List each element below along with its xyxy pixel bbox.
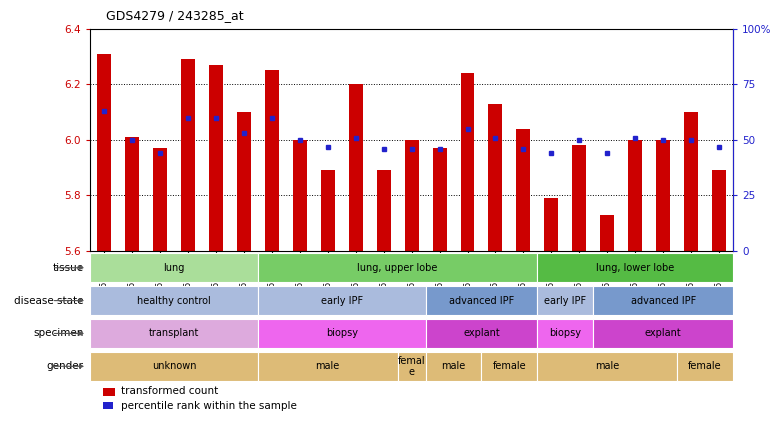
Text: biopsy: biopsy — [325, 329, 358, 338]
Text: early IPF: early IPF — [544, 296, 586, 305]
Text: specimen: specimen — [34, 329, 84, 338]
Bar — [593, 319, 733, 348]
Bar — [433, 148, 447, 251]
Bar — [405, 140, 419, 251]
Text: male: male — [595, 361, 619, 371]
Text: healthy control: healthy control — [137, 296, 211, 305]
Bar — [90, 352, 258, 381]
Text: female: female — [492, 361, 526, 371]
Bar — [258, 319, 426, 348]
Text: lung, upper lobe: lung, upper lobe — [358, 263, 437, 273]
Bar — [376, 170, 390, 251]
Bar — [181, 59, 195, 251]
Bar — [237, 112, 251, 251]
Bar — [517, 129, 531, 251]
Bar — [103, 388, 114, 396]
Bar — [258, 253, 537, 282]
Bar — [258, 352, 397, 381]
Bar — [656, 140, 670, 251]
Text: transformed count: transformed count — [121, 386, 218, 396]
Bar — [426, 286, 537, 315]
Bar — [90, 319, 258, 348]
Bar — [153, 148, 167, 251]
Text: femal
e: femal e — [397, 356, 426, 377]
Text: advanced IPF: advanced IPF — [630, 296, 695, 305]
Bar — [537, 352, 677, 381]
Bar — [460, 73, 474, 251]
Text: disease state: disease state — [14, 296, 84, 305]
Text: transplant: transplant — [149, 329, 199, 338]
Text: percentile rank within the sample: percentile rank within the sample — [121, 400, 297, 411]
Text: male: male — [316, 361, 340, 371]
Bar — [601, 215, 614, 251]
Bar — [684, 112, 698, 251]
Text: male: male — [441, 361, 466, 371]
Text: unknown: unknown — [152, 361, 196, 371]
Bar — [537, 319, 593, 348]
Bar — [712, 170, 726, 251]
Text: GDS4279 / 243285_at: GDS4279 / 243285_at — [106, 9, 244, 22]
Text: gender: gender — [47, 361, 84, 371]
Bar — [426, 352, 481, 381]
Bar — [209, 65, 223, 251]
Text: explant: explant — [463, 329, 500, 338]
Text: explant: explant — [644, 329, 681, 338]
Text: lung, lower lobe: lung, lower lobe — [596, 263, 674, 273]
Bar — [97, 54, 111, 251]
Bar — [90, 253, 258, 282]
Bar — [488, 104, 503, 251]
Bar — [677, 352, 733, 381]
Text: biopsy: biopsy — [550, 329, 581, 338]
Bar — [397, 352, 426, 381]
Bar — [481, 352, 537, 381]
Bar — [349, 84, 363, 251]
Bar — [628, 140, 642, 251]
Bar — [103, 402, 113, 409]
Bar — [292, 140, 307, 251]
Text: female: female — [688, 361, 722, 371]
Text: lung: lung — [163, 263, 185, 273]
Bar — [537, 253, 733, 282]
Bar — [258, 286, 426, 315]
Bar — [321, 170, 335, 251]
Text: advanced IPF: advanced IPF — [449, 296, 514, 305]
Bar — [593, 286, 733, 315]
Bar — [90, 286, 258, 315]
Bar — [537, 286, 593, 315]
Bar — [572, 145, 586, 251]
Text: tissue: tissue — [53, 263, 84, 273]
Bar — [426, 319, 537, 348]
Bar — [265, 71, 279, 251]
Bar — [544, 198, 558, 251]
Text: early IPF: early IPF — [321, 296, 363, 305]
Bar — [125, 137, 139, 251]
